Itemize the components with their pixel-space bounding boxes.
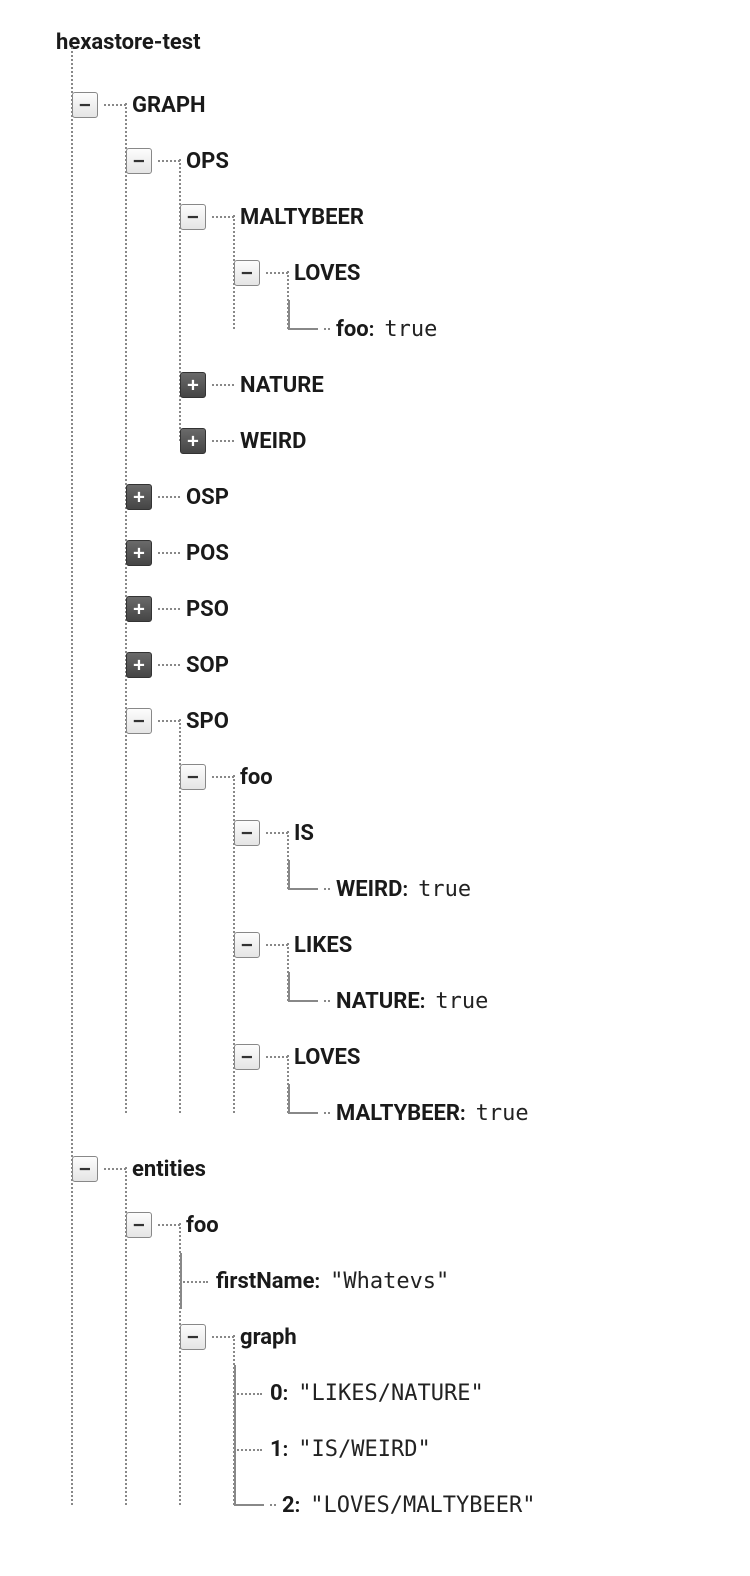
collapse-icon[interactable]: − (72, 92, 98, 118)
tree-leaf-value: "LIKES/NATURE" (298, 1381, 483, 1406)
tree-leaf-key: 1 (270, 1437, 283, 1462)
connector-line (324, 328, 330, 330)
tree-node-label[interactable]: POS (186, 541, 229, 566)
connector-line (158, 496, 180, 498)
expand-icon[interactable]: + (126, 596, 152, 622)
tree-node-label[interactable]: MALTYBEER (240, 205, 364, 230)
colon: : (402, 877, 408, 901)
connector-line (324, 1000, 330, 1002)
tree-leaf-key: MALTYBEER (336, 1101, 460, 1126)
expand-icon[interactable]: + (126, 540, 152, 566)
expand-icon[interactable]: + (126, 652, 152, 678)
connector-line (270, 1504, 276, 1506)
tree-node-label[interactable]: SPO (186, 709, 229, 734)
collapse-icon[interactable]: − (234, 932, 260, 958)
tree-leaf-key: 2 (282, 1493, 295, 1518)
colon: : (295, 1493, 301, 1517)
connector-line (266, 832, 288, 834)
tree-leaf-value: "IS/WEIRD" (298, 1437, 430, 1462)
tree-node-label[interactable]: IS (294, 821, 314, 846)
tree-node-label[interactable]: foo (240, 765, 273, 790)
tree-node-label[interactable]: entities (132, 1157, 206, 1182)
tree-node-label[interactable]: LIKES (294, 933, 352, 958)
connector-line (266, 1056, 288, 1058)
tree-node-label[interactable]: SOP (186, 653, 229, 678)
connector-elbow (288, 972, 318, 1002)
tree-leaf-key: foo (336, 317, 369, 342)
connector-line (158, 1224, 180, 1226)
tree-leaf-key: 0 (270, 1381, 283, 1406)
colon: : (283, 1437, 289, 1461)
connector-line (212, 440, 234, 442)
connector-line (158, 160, 180, 162)
tree-leaf-value: true (384, 317, 437, 342)
connector-line (324, 1112, 330, 1114)
tree-root-label: hexastore-test (56, 30, 750, 55)
tree-leaf-key: WEIRD (336, 877, 402, 902)
connector-line (212, 384, 234, 386)
expand-icon[interactable]: + (180, 428, 206, 454)
connector-line (266, 944, 288, 946)
connector-line (158, 552, 180, 554)
collapse-icon[interactable]: − (234, 260, 260, 286)
connector-elbow (234, 1476, 264, 1506)
expand-icon[interactable]: + (180, 372, 206, 398)
collapse-icon[interactable]: − (126, 1212, 152, 1238)
collapse-icon[interactable]: − (126, 708, 152, 734)
tree-leaf-value: "Whatevs" (330, 1269, 449, 1294)
tree-leaf-value: true (476, 1101, 529, 1126)
collapse-icon[interactable]: − (126, 148, 152, 174)
connector-line (158, 608, 180, 610)
connector-line (212, 216, 234, 218)
connector-line (158, 720, 180, 722)
tree-node-label[interactable]: LOVES (294, 261, 360, 286)
collapse-icon[interactable]: − (180, 1324, 206, 1350)
connector-line (212, 776, 234, 778)
tree-root: hexastore-test − GRAPH − OPS − MALTYBEER − LOVES… (56, 30, 750, 1533)
expand-icon[interactable]: + (126, 484, 152, 510)
connector-line (104, 1168, 126, 1170)
connector-line (212, 1336, 234, 1338)
tree-node-label[interactable]: LOVES (294, 1045, 360, 1070)
collapse-icon[interactable]: − (180, 204, 206, 230)
colon: : (369, 317, 375, 341)
tree-node-label[interactable]: foo (186, 1213, 219, 1238)
connector-line (158, 664, 180, 666)
connector-elbow (288, 300, 318, 330)
connector-line (324, 888, 330, 890)
collapse-icon[interactable]: − (180, 764, 206, 790)
tree-node-label[interactable]: OSP (186, 485, 229, 510)
colon: : (283, 1381, 289, 1405)
tree-leaf-key: firstName (216, 1269, 314, 1294)
collapse-icon[interactable]: − (72, 1156, 98, 1182)
connector-line (104, 104, 126, 106)
tree-leaf-key: NATURE (336, 989, 420, 1014)
tree-leaf-value: true (435, 989, 488, 1014)
connector-line (266, 272, 288, 274)
tree-node-label[interactable]: OPS (186, 149, 229, 174)
tree-node-label[interactable]: PSO (186, 597, 229, 622)
connector-elbow (288, 860, 318, 890)
tree-leaf-value: true (418, 877, 471, 902)
tree-node-label[interactable]: graph (240, 1325, 297, 1350)
collapse-icon[interactable]: − (234, 1044, 260, 1070)
colon: : (420, 989, 426, 1013)
tree-leaf-value: "LOVES/MALTYBEER" (310, 1493, 535, 1518)
connector-elbow (288, 1084, 318, 1114)
tree-node-label[interactable]: WEIRD (240, 429, 306, 454)
colon: : (460, 1101, 466, 1125)
colon: : (314, 1269, 320, 1293)
collapse-icon[interactable]: − (234, 820, 260, 846)
tree-node-label[interactable]: GRAPH (132, 93, 206, 118)
tree-node-label[interactable]: NATURE (240, 373, 324, 398)
